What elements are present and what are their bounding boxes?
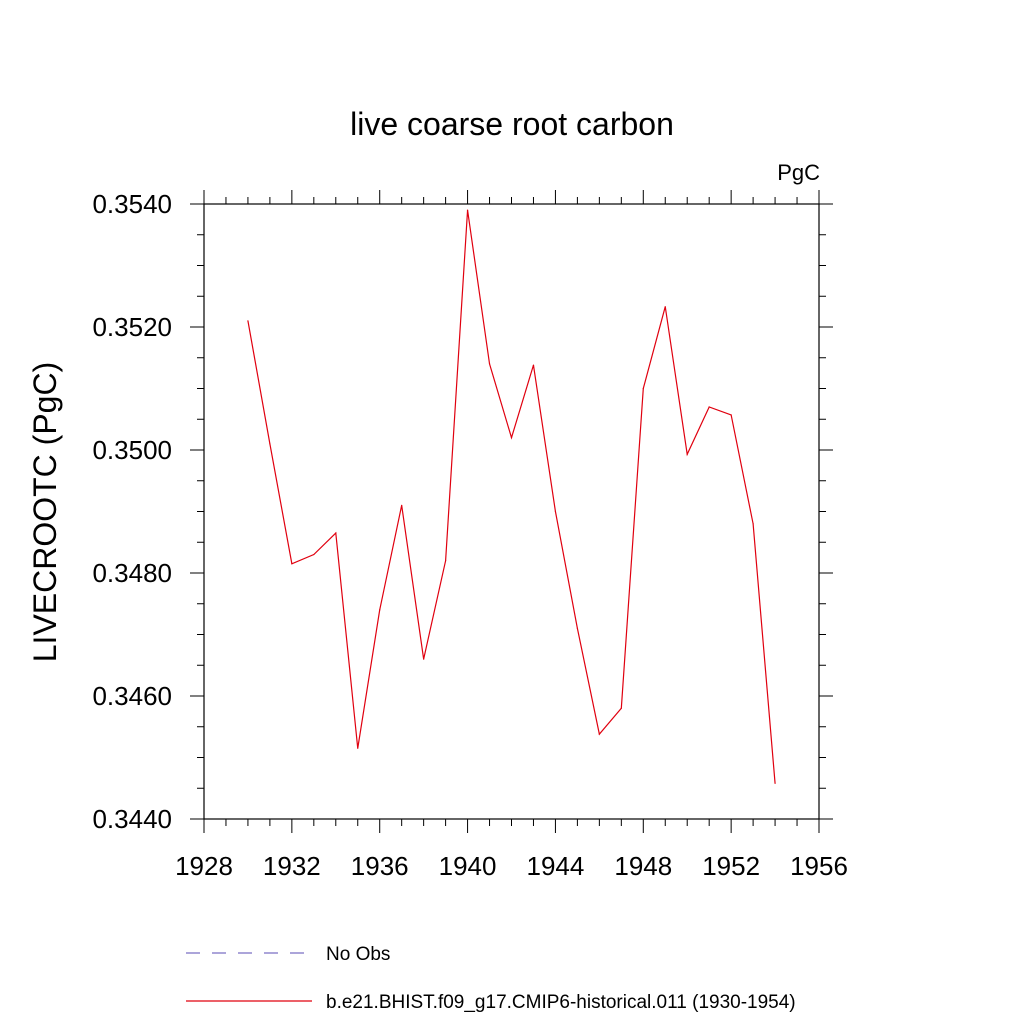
- x-tick-label: 1940: [439, 851, 497, 881]
- x-tick-label: 1932: [263, 851, 321, 881]
- data-point: [598, 733, 600, 735]
- series-line: [247, 210, 776, 784]
- data-point: [620, 707, 622, 709]
- data-point: [642, 387, 644, 390]
- y-tick-label: 0.3460: [92, 681, 172, 711]
- axis-ticks: 1928 1932 1936 1940 1944 1948 1952 1956 0.3440 0.…: [92, 189, 847, 881]
- data-point: [488, 363, 491, 365]
- plot-frame: [203, 203, 820, 820]
- data-point: [576, 627, 578, 629]
- x-tick-label: 1956: [790, 851, 848, 881]
- y-tick-label: 0.3480: [92, 558, 172, 588]
- data-point: [752, 523, 754, 525]
- x-tick-label: 1944: [527, 851, 585, 881]
- series-group: [247, 209, 776, 784]
- y-tick-label: 0.3440: [92, 804, 172, 834]
- data-point: [291, 563, 293, 565]
- y-axis-label: LIVECROOTC (PgC): [27, 362, 63, 662]
- data-point: [686, 453, 688, 455]
- x-tick-label: 1952: [702, 851, 760, 881]
- data-point: [379, 609, 381, 611]
- data-point: [774, 782, 776, 784]
- plot-area: [203, 203, 820, 820]
- legend: No Obs b.e21.BHIST.f09_g17.CMIP6-histori…: [186, 944, 796, 1013]
- legend-label-historical: b.e21.BHIST.f09_g17.CMIP6-historical.011…: [326, 992, 796, 1013]
- x-tick-label: 1936: [351, 851, 409, 881]
- data-point: [510, 437, 513, 439]
- chart-title: live coarse root carbon: [350, 106, 674, 142]
- data-point: [247, 320, 249, 322]
- data-point: [423, 658, 425, 660]
- data-point: [445, 560, 447, 562]
- legend-label-no-obs: No Obs: [326, 944, 390, 965]
- data-point: [401, 504, 403, 506]
- data-point: [730, 414, 732, 416]
- x-tick-label: 1948: [614, 851, 672, 881]
- data-point: [664, 306, 666, 308]
- data-point: [313, 553, 315, 556]
- units-label: PgC: [777, 160, 820, 185]
- data-point: [466, 209, 469, 211]
- data-point: [335, 532, 337, 534]
- data-point: [357, 747, 359, 749]
- data-point: [554, 510, 557, 513]
- y-tick-label: 0.3500: [92, 435, 172, 465]
- data-point: [708, 406, 710, 408]
- data-point: [532, 364, 535, 366]
- data-point: [269, 443, 271, 445]
- y-tick-label: 0.3520: [92, 312, 172, 342]
- x-tick-label: 1928: [175, 851, 233, 881]
- y-tick-label: 0.3540: [92, 189, 172, 219]
